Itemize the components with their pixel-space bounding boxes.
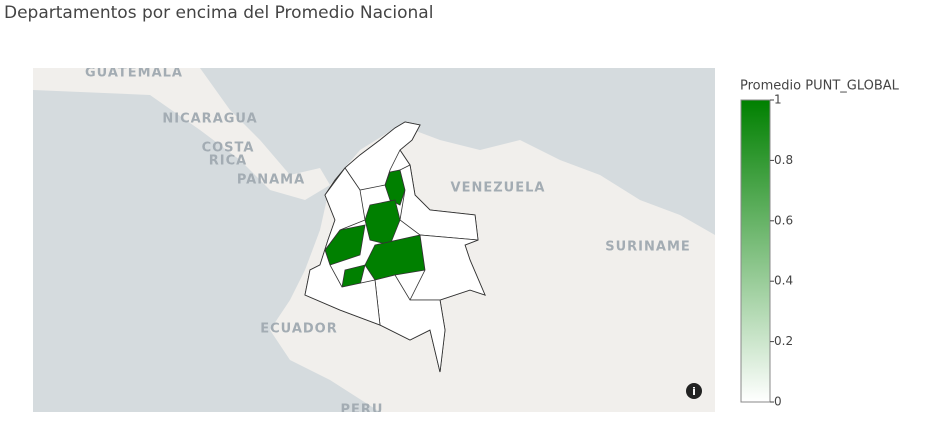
colorbar-tick-label: 0.4 — [774, 274, 793, 288]
colorbar-tick-label: 1 — [774, 93, 782, 107]
title: Departamentos por encima del Promedio Na… — [4, 3, 433, 23]
place-label: ECUADOR — [260, 322, 338, 337]
info-icon[interactable] — [686, 383, 702, 399]
department — [374, 274, 446, 373]
place-label: RICA — [209, 154, 247, 169]
info-icon-glyph: i — [692, 385, 696, 398]
place-label: NICARAGUA — [162, 112, 257, 127]
colorbar-tick-label: 0.6 — [774, 213, 793, 227]
colorbar — [740, 99, 771, 403]
place-label: PANAMA — [237, 173, 305, 188]
colorbar-title: Promedio PUNT_GLOBAL — [740, 79, 900, 94]
land — [33, 68, 330, 200]
department — [399, 164, 479, 241]
department — [304, 167, 381, 326]
place-label: PERU — [341, 403, 384, 418]
colorbar-tick-label: 0.2 — [774, 334, 793, 348]
place-label: COSTA — [202, 141, 255, 156]
place-label: VENEZUELA — [451, 181, 546, 196]
colorbar-tick-label: 0.8 — [774, 153, 793, 167]
department — [344, 121, 421, 191]
place-label: GUATEMALA — [85, 66, 183, 81]
place-label: SURINAME — [605, 240, 691, 255]
colorbar-tick-label: 0 — [774, 395, 782, 409]
